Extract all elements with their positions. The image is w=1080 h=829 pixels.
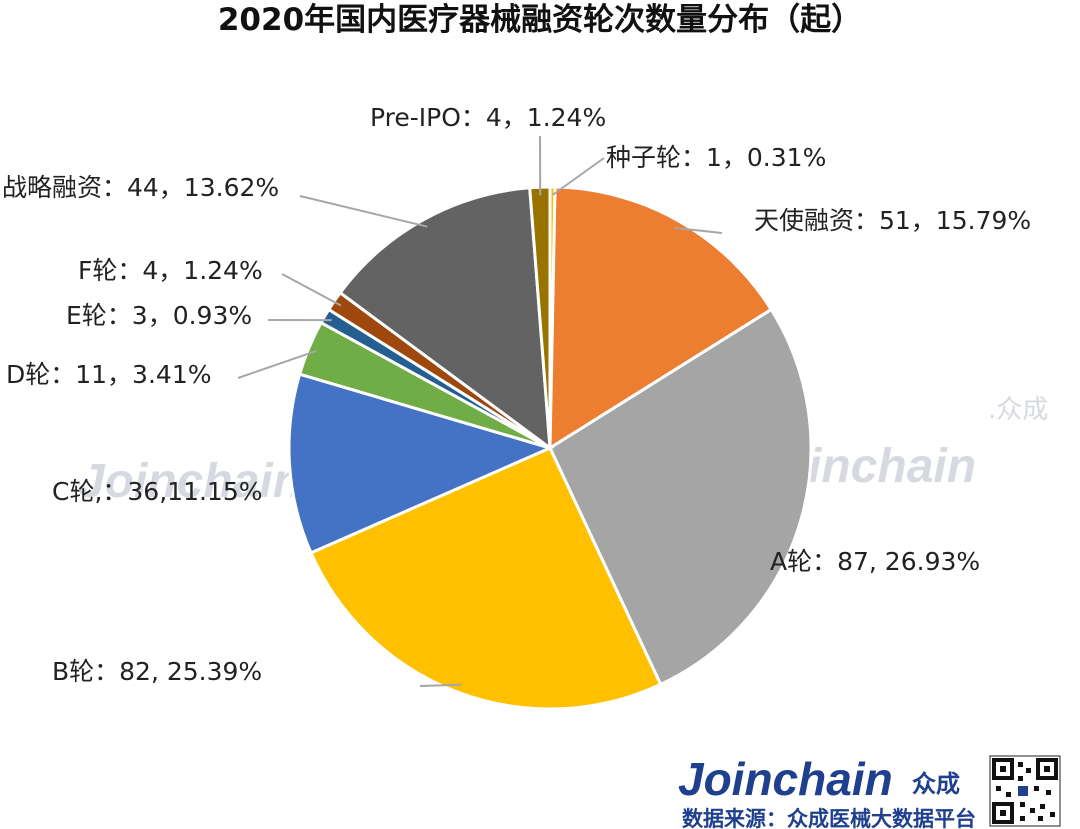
pie-slices [287,185,813,711]
qr-code-icon [989,755,1061,827]
pie-slice-a [548,307,813,687]
data-label-strategic: 战略融资：44，13.62% [2,173,279,202]
data-label-e: E轮：3，0.93% [66,301,252,330]
leader-lines [237,135,723,687]
leader-line-d [237,349,317,379]
pie-slice-strategic [338,186,552,452]
data-label-pre-ipo: Pre-IPO：4，1.24% [370,103,606,132]
data-label-d: D轮：11，3.41% [6,360,211,389]
watermark-text: Joinchain [78,455,302,508]
pie-slice-b [309,446,663,711]
chart-title: 2020年国内医疗器械融资轮次数量分布（起） [218,2,862,38]
data-label-c: C轮,：36,11.15% [52,477,263,506]
leader-line-strategic [299,195,428,228]
data-label-angel: 天使融资：51，15.79% [754,206,1031,235]
data-source: 数据来源：众成医械大数据平台 [682,807,976,829]
brand-logo: Joinchain [678,753,893,805]
leader-line-angel [674,226,723,234]
pie-slice-angel [548,185,774,451]
footer: Joinchain 众成 数据来源：众成医械大数据平台 [678,753,1061,829]
data-label-seed: 种子轮：1，0.31% [606,143,826,172]
data-label-f: F轮：4，1.24% [78,256,263,285]
data-labels: 种子轮：1，0.31% 天使融资：51，15.79% A轮：87, 26.93% B轮… [2,103,1031,686]
brand-logo-cn: 众成 [912,770,960,798]
leader-line-f [281,273,342,307]
leader-line-seed [551,157,605,196]
data-label-a: A轮：87, 26.93% [770,547,980,576]
data-label-b: B轮：82, 25.39% [52,657,262,686]
pie-slice-c [287,372,555,555]
watermark-cn: .众成 [988,395,1048,425]
leader-line-b [419,683,461,687]
